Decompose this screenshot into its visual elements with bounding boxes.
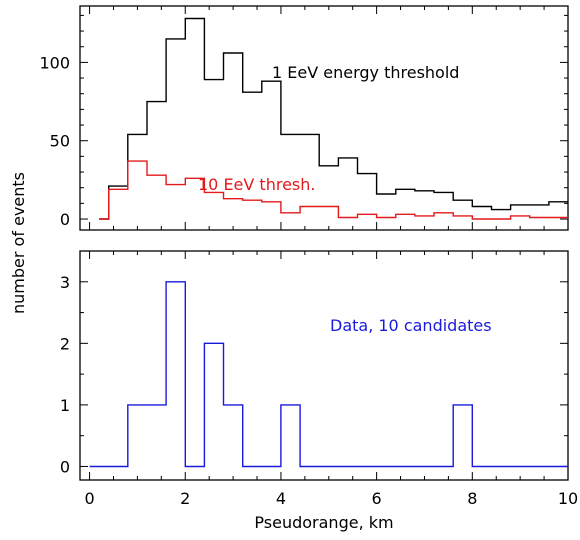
- histogram-series-1-0: [89, 281, 568, 468]
- histogram-series-0-0: [99, 17, 568, 220]
- x-tick-label: 8: [467, 489, 477, 508]
- y-axis-title: number of events: [9, 172, 28, 314]
- legend-1eev-label: 1 EeV energy threshold: [272, 63, 459, 82]
- histogram-series-0-1: [99, 160, 568, 220]
- y-tick-label: 3: [60, 273, 70, 292]
- bottom-panel-frame: [79, 250, 569, 481]
- y-tick-label: 0: [60, 457, 70, 476]
- legend-data-label: Data, 10 candidates: [330, 316, 492, 335]
- x-axis-title: Pseudorange, km: [254, 513, 393, 532]
- y-tick-label: 2: [60, 334, 70, 353]
- x-tick-label: 0: [84, 489, 94, 508]
- y-tick-label: 1: [60, 396, 70, 415]
- x-tick-label: 2: [180, 489, 190, 508]
- legend-10eev-label: 10 EeV thresh.: [198, 175, 315, 194]
- y-tick-label: 0: [60, 210, 70, 229]
- y-tick-label: 100: [39, 53, 70, 72]
- x-tick-label: 10: [558, 489, 578, 508]
- top-panel-frame: [79, 5, 569, 231]
- bottom-panel: 0 1 2 3 0 2 4 6 8 10: [60, 251, 578, 508]
- x-tick-label: 6: [372, 489, 382, 508]
- y-tick-label: 50: [50, 132, 70, 151]
- top-panel: 0 50 100: [39, 6, 569, 230]
- x-tick-label: 4: [276, 489, 286, 508]
